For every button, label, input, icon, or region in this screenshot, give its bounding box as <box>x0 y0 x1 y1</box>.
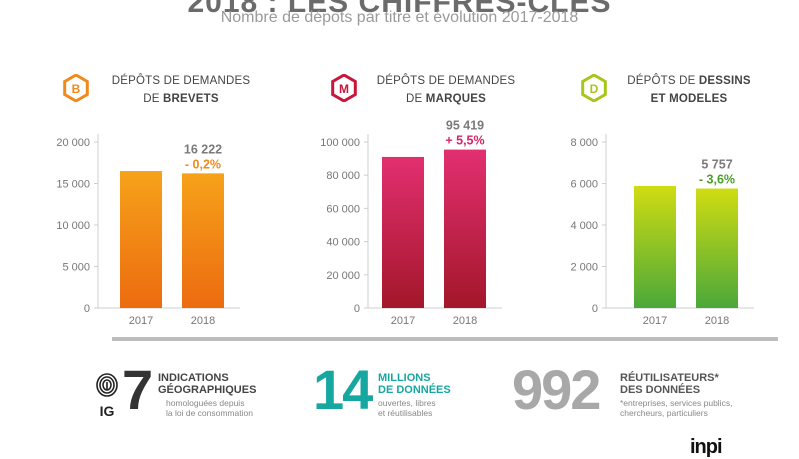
panel-title: DÉPÔTS DE DEMANDES DE BREVETS <box>111 75 251 105</box>
value-label: 95 419 <box>446 119 484 133</box>
kpi-head-reutilisateurs: RÉUTILISATEURS* DES DONNÉES <box>620 372 719 396</box>
bar-2018 <box>696 188 738 308</box>
y-tick-label: 0 <box>84 303 90 315</box>
panel-header-marques: M DÉPÔTS DE DEMANDES DE MARQUES <box>330 70 530 110</box>
panel-header-dessins: D DÉPÔTS DE DESSINS ET MODELES <box>580 70 780 110</box>
bar-2017 <box>120 171 162 308</box>
x-tick-label: 2017 <box>391 315 415 327</box>
badge-letter: D <box>590 82 599 96</box>
change-label: - 3,6% <box>699 173 735 187</box>
y-tick-label: 8 000 <box>570 137 598 149</box>
y-tick-label: 15 000 <box>56 179 90 191</box>
fingerprint-ig-icon: IG <box>96 373 118 419</box>
x-tick-label: 2017 <box>129 315 153 327</box>
y-tick-label: 60 000 <box>326 203 360 215</box>
y-tick-label: 40 000 <box>326 237 360 249</box>
y-tick-label: 10 000 <box>56 220 90 232</box>
kpi-number-donnees: 14 <box>313 358 373 421</box>
bar-2018 <box>444 149 486 308</box>
y-tick-label: 5 000 <box>62 262 90 274</box>
badge-letter: B <box>72 82 81 96</box>
kpi-number-ig: 7 <box>122 358 154 421</box>
y-tick-label: 2 000 <box>570 262 598 274</box>
marques-badge-icon: M <box>331 74 357 102</box>
kpi-head-ig: INDICATIONS GÉOGRAPHIQUES <box>158 372 257 396</box>
dessins-badge-icon: D <box>581 74 607 102</box>
section-divider <box>112 337 778 341</box>
page-subtitle: Nombre de dépots par titre et évolution … <box>220 9 579 26</box>
x-tick-label: 2018 <box>705 315 729 327</box>
inpi-logo: inpi <box>690 436 723 458</box>
panel-title: DÉPÔTS DE DEMANDES DE MARQUES <box>376 75 516 105</box>
value-label: 16 222 <box>184 142 222 156</box>
bar-2017 <box>382 156 424 308</box>
value-label: 5 757 <box>701 158 732 172</box>
change-label: + 5,5% <box>445 134 484 148</box>
bar-2017 <box>634 185 676 308</box>
y-tick-label: 0 <box>592 303 598 315</box>
y-tick-label: 6 000 <box>570 179 598 191</box>
kpi-sub-reutilisateurs: *entreprises, services publics, chercheur… <box>620 398 733 418</box>
panel-header-brevets: B DÉPÔTS DE DEMANDES DE BREVETS <box>62 70 262 110</box>
kpi-sub-ig: homologuées depuis la loi de consommation <box>166 398 253 418</box>
x-tick-label: 2018 <box>191 315 215 327</box>
chart-brevets: 0 5 000 10 000 15 000 20 000 2017 2018 16 222- … <box>56 134 240 327</box>
brevets-badge-icon: B <box>63 74 89 102</box>
y-tick-label: 20 000 <box>56 137 90 149</box>
y-tick-label: 0 <box>354 303 360 315</box>
kpi-number-reutilisateurs: 992 <box>512 358 601 421</box>
bar-2018 <box>182 173 224 308</box>
y-tick-label: 80 000 <box>326 170 360 182</box>
kpi-head-donnees: MILLIONS DE DONNÉES <box>378 372 451 396</box>
y-tick-label: 20 000 <box>326 270 360 282</box>
x-tick-label: 2017 <box>643 315 667 327</box>
x-tick-label: 2018 <box>453 315 477 327</box>
page-title: 2018 : LES CHIFFRES-CLÉS <box>187 0 612 19</box>
kpi-sub-donnees: ouvertes, libres et réutilisables <box>378 398 436 418</box>
change-label: - 0,2% <box>185 157 221 171</box>
y-tick-label: 100 000 <box>320 137 360 149</box>
ig-label: IG <box>100 403 115 419</box>
badge-letter: M <box>339 82 349 96</box>
chart-dessins: 0 2 000 4 000 6 000 8 000 2017 2018 5 757- 3,6% <box>570 134 754 327</box>
chart-marques: 0 20 000 40 000 60 000 80 000 100 000 2017 2018… <box>320 119 502 327</box>
panel-title: DÉPÔTS DE DESSINS ET MODELES <box>627 75 751 105</box>
y-tick-label: 4 000 <box>570 220 598 232</box>
